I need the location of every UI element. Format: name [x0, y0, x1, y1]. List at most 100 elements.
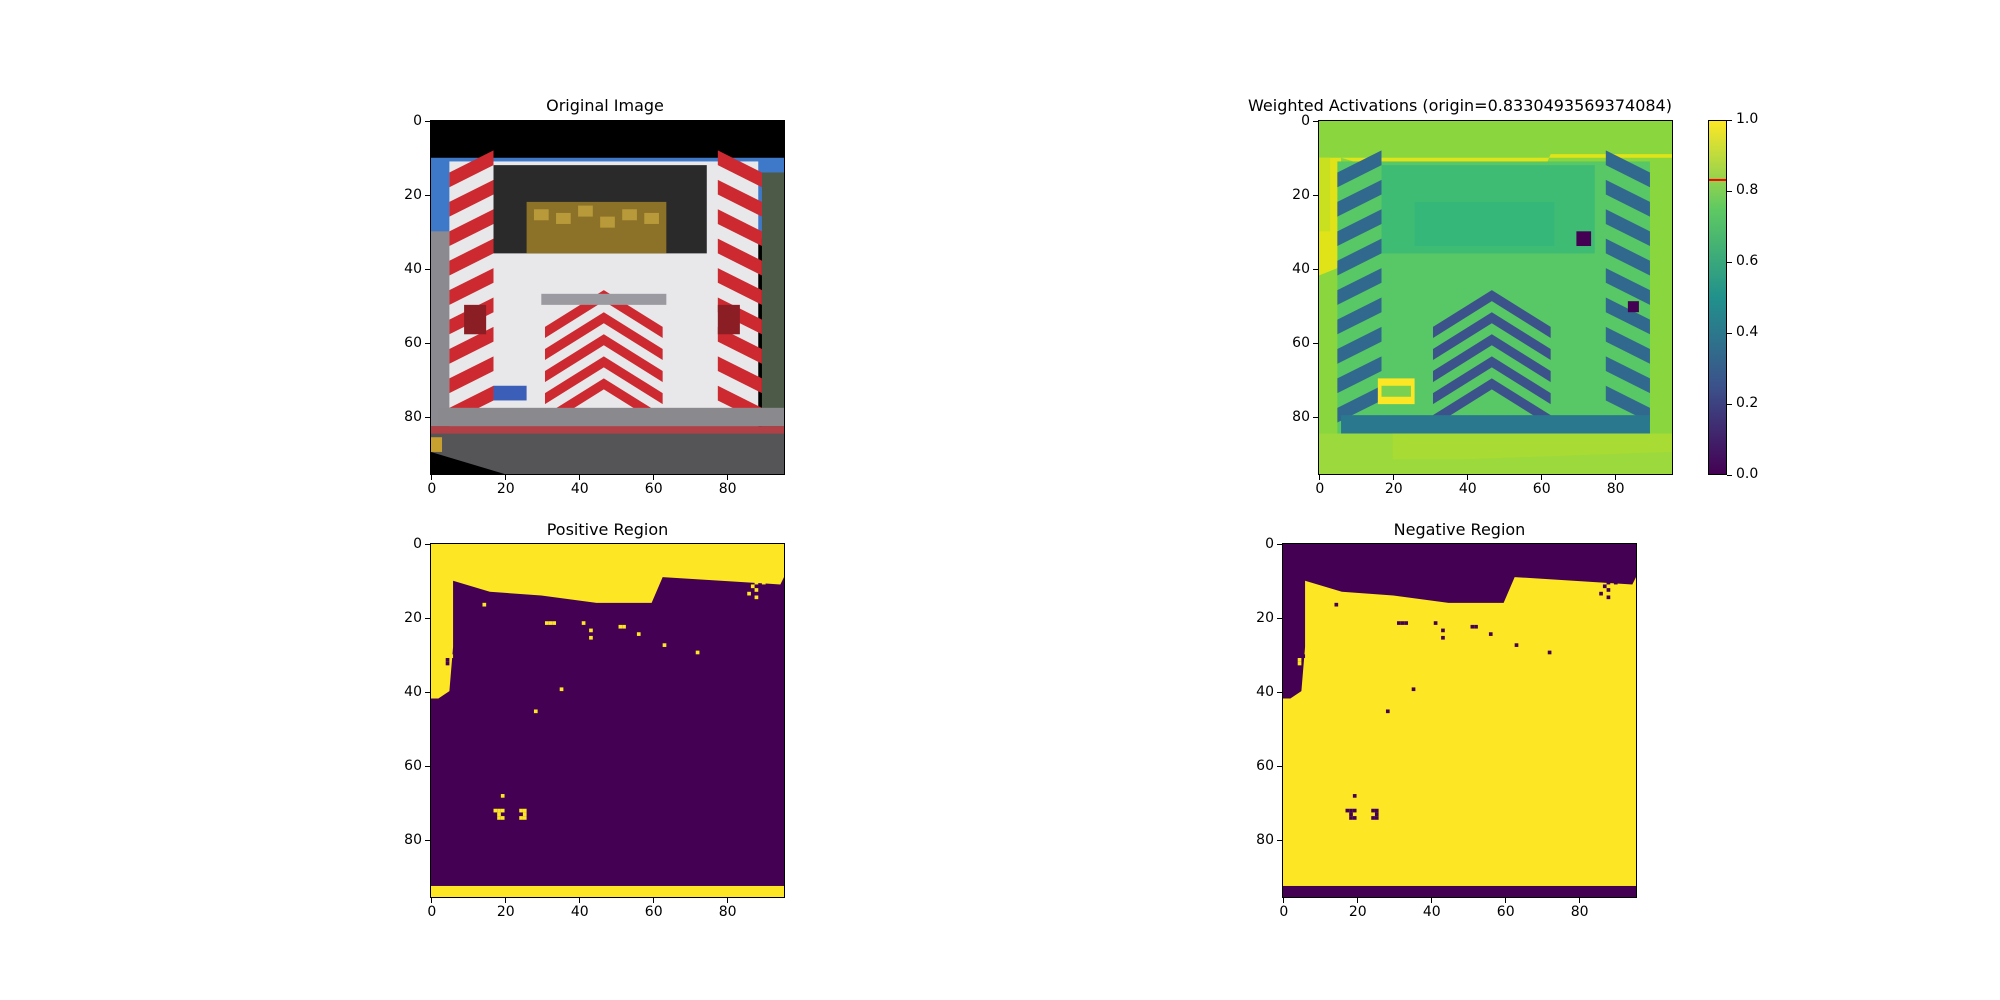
mask-pixel [662, 643, 667, 647]
y-tick-label: 80 [1256, 831, 1274, 848]
activation-chevron [1432, 378, 1551, 427]
mask-pixel [1400, 621, 1405, 625]
mask-top-region [1283, 544, 1636, 699]
x-tick [1467, 475, 1469, 480]
y-tick-label: 20 [404, 186, 422, 203]
x-tick-label: 40 [570, 481, 589, 497]
mask-pixel [544, 621, 549, 625]
mask-pixel [1606, 580, 1611, 585]
mask-pixel [552, 621, 557, 625]
colorbar-tick [1727, 119, 1732, 121]
y-tick [1313, 195, 1318, 197]
mask-pixel [1349, 812, 1353, 817]
x-tick [1431, 898, 1433, 903]
activation-cargo [1414, 201, 1555, 247]
image-stripe-left [449, 238, 494, 276]
colorbar-tick [1727, 190, 1732, 192]
image-stripe-right [717, 356, 762, 394]
y-tick-label: 0 [413, 112, 422, 129]
y-tick [1313, 269, 1318, 271]
y-tick-label: 0 [1301, 112, 1310, 129]
y-tick-label: 60 [404, 757, 422, 774]
y-tick-label: 20 [1256, 609, 1274, 626]
activation-stripe-right [1605, 150, 1650, 188]
colorbar-tick-label: 0.6 [1736, 253, 1759, 269]
x-tick-label: 80 [718, 904, 737, 920]
image-cargo-block [533, 209, 549, 221]
image-bottom-stripe [431, 426, 784, 434]
activation-stripe-left [1337, 209, 1382, 247]
image-stripe-left [449, 209, 494, 247]
activation-stripe-left [1337, 326, 1382, 364]
mask-pixel [548, 621, 553, 625]
y-tick-label: 20 [1292, 186, 1310, 203]
x-tick [1579, 898, 1581, 903]
x-tick [1615, 475, 1617, 480]
y-tick [425, 544, 430, 546]
image-cargo-block [556, 212, 571, 224]
mask-pixel [1613, 580, 1618, 585]
x-tick-label: 20 [1348, 904, 1367, 920]
y-tick-label: 40 [404, 260, 422, 277]
x-tick-label: 0 [427, 904, 437, 920]
mask-pixel [1514, 643, 1519, 647]
x-tick [579, 898, 581, 903]
mask-hole [445, 657, 450, 662]
activation-dark-spot [1576, 231, 1592, 247]
y-tick-label: 60 [1292, 334, 1310, 351]
y-tick-label: 40 [1256, 683, 1274, 700]
x-tick-label: 60 [644, 904, 663, 920]
image-light-left [464, 304, 487, 335]
mask-pixel [1470, 624, 1475, 629]
y-tick [425, 269, 430, 271]
x-tick-label: 60 [1532, 481, 1551, 497]
weighted-activations-title: Weighted Activations (origin=0.833049356… [1248, 96, 1672, 115]
x-tick [653, 898, 655, 903]
mask-pixel [589, 635, 593, 640]
image-stripe-right [717, 268, 762, 305]
x-tick-label: 0 [1279, 904, 1289, 920]
mask-pixel [522, 816, 527, 820]
mask-pixel [754, 580, 759, 585]
activation-stripe-right [1605, 385, 1650, 423]
mask-bottom-strip [1283, 885, 1636, 897]
colorbar-origin-marker [1709, 178, 1726, 181]
mask-pixel [761, 580, 766, 585]
activation-stripe-left [1337, 385, 1382, 423]
mask-bottom-strip [431, 885, 784, 897]
mask-pixel [519, 816, 523, 820]
y-tick [425, 121, 430, 123]
image-plate [493, 385, 527, 401]
mask-pixel [1411, 687, 1416, 692]
x-tick [1505, 898, 1507, 903]
mask-pixel [1294, 654, 1298, 658]
mask-pixel [750, 584, 755, 589]
negative-region-heatmap [1283, 544, 1636, 897]
activation-road-light [1392, 433, 1672, 460]
activation-step [1341, 415, 1650, 434]
activation-stripe-right [1605, 326, 1650, 364]
x-tick [1541, 475, 1543, 480]
x-tick-label: 40 [1422, 904, 1441, 920]
mask-pixel [519, 808, 523, 813]
mask-pixel [1374, 812, 1379, 817]
mask-pixel [500, 816, 505, 820]
mask-pixel [1404, 621, 1409, 625]
mask-hole [445, 661, 450, 666]
mask-pixel [1433, 621, 1438, 625]
colorbar-tick [1727, 332, 1732, 334]
activation-chevron [1432, 356, 1551, 405]
y-tick [1313, 343, 1318, 345]
mask-pixel [765, 577, 770, 581]
x-tick [1393, 475, 1395, 480]
colorbar-tick-label: 0.2 [1736, 395, 1759, 411]
x-tick [505, 475, 507, 480]
mask-pixel [1441, 628, 1445, 633]
original-image-plot [430, 120, 785, 475]
image-stripe-left [449, 356, 494, 394]
image-right-street [761, 172, 784, 430]
image-stripe-left [449, 179, 494, 217]
mask-pixel [636, 632, 641, 636]
x-tick [1357, 898, 1359, 903]
mask-pixel [754, 588, 759, 592]
